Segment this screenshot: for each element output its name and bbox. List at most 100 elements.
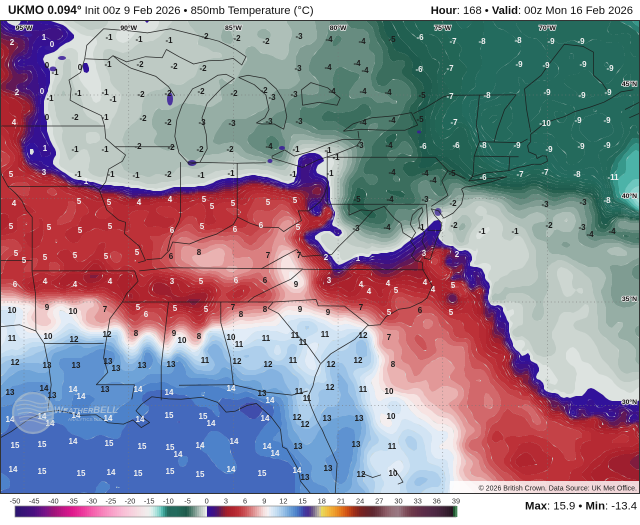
- svg-text:-1: -1: [46, 94, 54, 103]
- svg-text:6: 6: [259, 221, 264, 230]
- svg-text:13: 13: [352, 440, 361, 449]
- svg-text:-1: -1: [105, 33, 113, 42]
- svg-text:-9: -9: [542, 61, 550, 70]
- svg-text:5: 5: [266, 198, 271, 207]
- svg-text:-4: -4: [359, 118, 367, 127]
- svg-text:5: 5: [202, 195, 207, 204]
- svg-text:-3: -3: [228, 119, 236, 128]
- svg-text:-9: -9: [547, 37, 555, 46]
- svg-text:0: 0: [40, 87, 45, 96]
- svg-text:15: 15: [166, 467, 175, 476]
- svg-text:5: 5: [22, 256, 27, 265]
- svg-text:14: 14: [196, 441, 205, 450]
- svg-text:5: 5: [14, 249, 19, 258]
- svg-text:2: 2: [15, 88, 20, 97]
- svg-text:75°W: 75°W: [434, 24, 451, 32]
- svg-text:11: 11: [201, 356, 210, 365]
- svg-text:-6: -6: [415, 65, 423, 74]
- svg-text:9: 9: [262, 497, 266, 506]
- svg-text:15: 15: [196, 470, 205, 479]
- svg-text:85°W: 85°W: [225, 24, 242, 32]
- svg-text:-2: -2: [164, 118, 172, 127]
- svg-text:11: 11: [262, 334, 271, 343]
- svg-text:13: 13: [48, 391, 57, 400]
- svg-text:15: 15: [11, 441, 20, 450]
- svg-text:5: 5: [73, 251, 78, 260]
- svg-text:-2: -2: [196, 145, 204, 154]
- svg-text:-4: -4: [386, 195, 394, 204]
- svg-text:-2: -2: [262, 37, 270, 46]
- svg-text:UKMO 0.094° Init 00z 9 Feb 202: UKMO 0.094° Init 00z 9 Feb 2026 • 850mb …: [8, 3, 314, 17]
- svg-text:-5: -5: [388, 35, 396, 44]
- svg-text:-2: -2: [134, 142, 142, 151]
- svg-text:-2: -2: [450, 221, 458, 230]
- svg-text:-4: -4: [324, 63, 332, 72]
- svg-text:90°W: 90°W: [120, 24, 137, 32]
- svg-text:-2: -2: [233, 34, 241, 43]
- svg-text:14: 14: [134, 385, 143, 394]
- svg-text:-5: -5: [416, 115, 424, 124]
- svg-text:14: 14: [38, 412, 47, 421]
- svg-text:-9: -9: [604, 88, 612, 97]
- svg-text:-9: -9: [543, 88, 551, 97]
- svg-text:7: 7: [359, 303, 364, 312]
- svg-text:14: 14: [227, 465, 236, 474]
- svg-text:5: 5: [9, 170, 14, 179]
- svg-text:-3: -3: [265, 117, 273, 126]
- svg-text:21: 21: [337, 497, 345, 506]
- svg-text:11: 11: [321, 330, 330, 339]
- svg-text:-9: -9: [577, 142, 585, 151]
- svg-text:5: 5: [173, 304, 178, 313]
- svg-text:-3: -3: [421, 195, 429, 204]
- svg-text:-9: -9: [513, 141, 521, 150]
- svg-text:15: 15: [105, 439, 114, 448]
- svg-text:10: 10: [387, 412, 396, 421]
- svg-text:0: 0: [205, 497, 209, 506]
- svg-text:9: 9: [298, 305, 303, 314]
- svg-text:12: 12: [357, 470, 366, 479]
- svg-text:11: 11: [8, 334, 17, 343]
- svg-text:-3: -3: [198, 118, 206, 127]
- svg-text:3: 3: [170, 277, 175, 286]
- svg-text:4: 4: [431, 285, 436, 294]
- svg-text:8: 8: [391, 360, 396, 369]
- svg-text:39: 39: [452, 497, 460, 506]
- svg-text:-30: -30: [86, 497, 97, 506]
- svg-text:6: 6: [234, 276, 239, 285]
- svg-text:14: 14: [9, 465, 18, 474]
- svg-text:ANALYTICS LLC: ANALYTICS LLC: [68, 417, 103, 422]
- svg-text:5: 5: [210, 202, 215, 211]
- svg-text:5: 5: [199, 277, 204, 286]
- svg-text:95°W: 95°W: [16, 24, 33, 32]
- svg-text:-4: -4: [358, 37, 366, 46]
- svg-text:6: 6: [169, 252, 174, 261]
- svg-text:-3: -3: [294, 64, 302, 73]
- svg-text:-2: -2: [164, 170, 172, 179]
- svg-text:-2: -2: [71, 113, 79, 122]
- svg-text:5: 5: [78, 226, 83, 235]
- svg-text:14: 14: [6, 415, 15, 424]
- svg-text:14: 14: [72, 411, 81, 420]
- svg-text:7: 7: [103, 305, 108, 314]
- svg-text:8: 8: [197, 332, 202, 341]
- svg-text:-2: -2: [167, 143, 175, 152]
- svg-text:-4: -4: [384, 88, 392, 97]
- svg-text:-3: -3: [295, 32, 303, 41]
- svg-text:-2: -2: [545, 221, 553, 230]
- svg-text:11: 11: [359, 385, 368, 394]
- svg-text:-20: -20: [125, 497, 136, 506]
- svg-text:-35: -35: [67, 497, 78, 506]
- svg-text:13: 13: [138, 361, 147, 370]
- svg-text:11: 11: [388, 442, 397, 451]
- svg-text:4: 4: [43, 277, 48, 286]
- svg-text:-9: -9: [515, 60, 523, 69]
- svg-text:-2: -2: [139, 114, 147, 123]
- svg-text:30: 30: [394, 497, 402, 506]
- svg-text:15: 15: [165, 411, 174, 420]
- svg-text:-15: -15: [144, 497, 155, 506]
- svg-text:-6: -6: [479, 173, 487, 182]
- svg-text:-4: -4: [325, 35, 333, 44]
- svg-text:-3: -3: [295, 117, 303, 126]
- svg-text:14: 14: [104, 414, 113, 423]
- svg-text:13: 13: [323, 414, 332, 423]
